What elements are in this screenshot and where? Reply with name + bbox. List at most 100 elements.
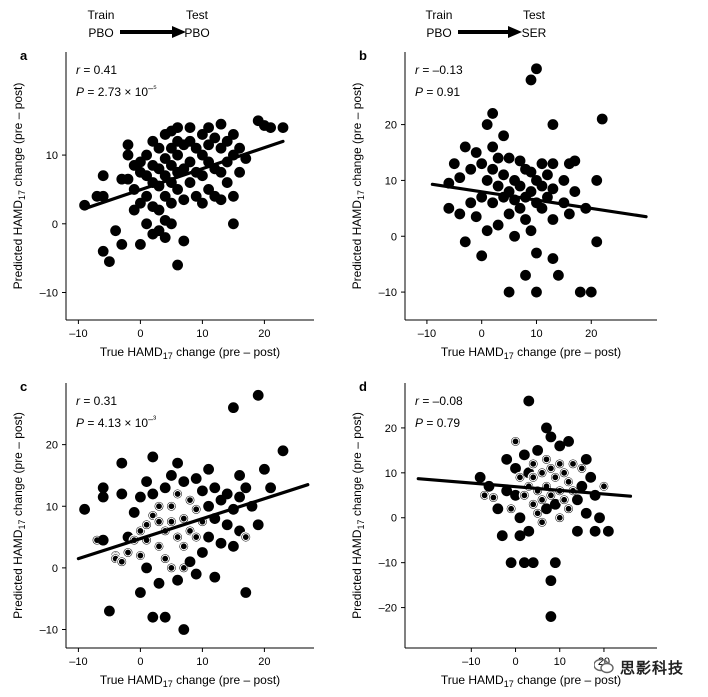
data-point (134, 587, 146, 598)
data-point-ring (173, 533, 182, 541)
data-point-ring (538, 518, 546, 527)
data-point (265, 482, 277, 494)
data-point (159, 153, 171, 164)
y-tick-label: 20 (46, 440, 58, 452)
data-point (104, 256, 115, 267)
data-point-ring (192, 505, 201, 514)
data-point-ring (167, 502, 176, 511)
data-point (503, 152, 515, 164)
data-point (514, 180, 526, 192)
wechat-icon (594, 658, 614, 674)
data-point (159, 232, 171, 243)
x-tick-label: 10 (530, 328, 542, 340)
data-point (459, 141, 471, 153)
header-left-train-label: Train (87, 8, 115, 22)
panel-b: b –10 0 10 20 –10 0 10 20 True HAMD17 change (pre… (350, 48, 657, 361)
data-point (476, 158, 488, 170)
stat-p: P = 0.91 (415, 85, 460, 99)
data-point (227, 540, 239, 552)
data-point-ring (555, 513, 564, 522)
watermark-text: 思影科技 (620, 660, 685, 677)
data-point (552, 269, 564, 281)
data-point (234, 491, 246, 503)
data-point (147, 451, 159, 463)
data-point (481, 225, 493, 237)
data-point-ring (542, 455, 551, 464)
x-tick-label: 0 (512, 656, 518, 668)
data-point (585, 286, 597, 298)
data-point (165, 159, 177, 171)
x-tick-label: 20 (258, 656, 270, 668)
data-point (520, 269, 531, 281)
data-point (134, 156, 146, 168)
data-point (503, 208, 515, 220)
data-point (574, 286, 586, 298)
data-point-ring (167, 517, 176, 526)
header-right-train-value: PBO (426, 26, 452, 40)
data-point (572, 525, 583, 537)
y-tick-label: 20 (385, 120, 397, 132)
data-point (203, 122, 215, 133)
stat-r: r = 0.41 (76, 63, 117, 77)
stat-r: r = –0.08 (415, 394, 463, 408)
data-point (141, 562, 153, 574)
data-point (503, 286, 515, 298)
data-point (79, 503, 90, 515)
data-point (525, 186, 537, 197)
data-point-ring (179, 514, 188, 523)
data-point (221, 177, 233, 188)
header-right-train-label: Train (425, 8, 453, 22)
data-point-ring (560, 495, 569, 504)
y-axis-label: Predicted HAMD17 change (pre – post) (350, 412, 366, 619)
data-point (116, 457, 128, 469)
data-point (122, 149, 134, 161)
data-point (536, 180, 548, 192)
data-point (172, 149, 184, 161)
regression-line (416, 477, 633, 498)
data-point (576, 480, 588, 492)
data-point (501, 453, 513, 465)
data-point (196, 485, 208, 497)
data-point (172, 184, 184, 195)
data-point (184, 122, 196, 133)
stat-r: r = 0.31 (76, 394, 117, 408)
data-point (153, 163, 165, 175)
data-point (514, 530, 526, 542)
data-point-ring (124, 548, 132, 557)
data-point (589, 525, 601, 537)
data-point (240, 587, 252, 598)
data-point (141, 218, 153, 230)
data-point (97, 245, 109, 257)
data-point (252, 519, 264, 531)
data-point (549, 498, 561, 510)
data-point (547, 158, 559, 170)
data-point (563, 208, 575, 220)
data-point-ring (529, 459, 538, 468)
data-point (153, 142, 165, 154)
y-tick-label: 20 (385, 423, 397, 435)
data-point (209, 132, 221, 144)
x-axis-label: True HAMD17 change (pre – post) (100, 345, 280, 361)
data-point-ring (600, 482, 608, 491)
x-tick-label: 20 (585, 328, 597, 340)
panel-c: c –10 0 10 20 –10 0 10 20 True HAMD17 change (pre… (11, 379, 314, 689)
data-point (523, 525, 535, 537)
data-point (523, 395, 535, 407)
data-point (97, 170, 109, 182)
data-point-ring (560, 468, 569, 477)
regression-line (82, 139, 285, 211)
data-point (518, 449, 530, 461)
data-point (159, 611, 171, 623)
data-point (547, 183, 559, 195)
data-point-ring (155, 542, 163, 551)
data-point (165, 197, 177, 209)
data-point (569, 155, 581, 167)
data-point-ring (538, 468, 546, 477)
data-point (547, 119, 559, 130)
data-point (172, 259, 184, 271)
stat-p: P = 4.13 × 10–³ (76, 414, 156, 430)
data-point (265, 122, 277, 133)
data-point (498, 130, 510, 142)
y-tick-label: –10 (379, 558, 397, 570)
